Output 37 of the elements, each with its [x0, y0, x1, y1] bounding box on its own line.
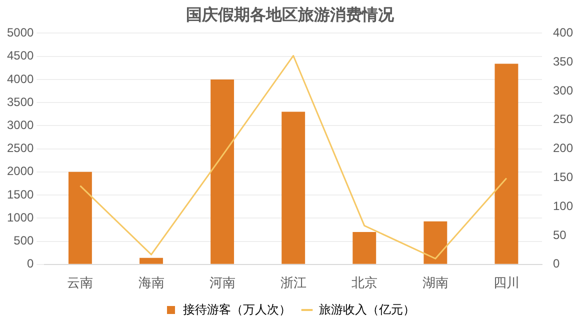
x-tick-label: 四川: [493, 274, 520, 290]
legend-label: 接待游客（万人次）: [183, 302, 291, 316]
y2-tick-label: 0: [552, 256, 560, 271]
y2-tick-label: 250: [552, 112, 574, 126]
bar: [282, 112, 306, 264]
y2-tick-label: 150: [552, 170, 574, 184]
y2-tick-label: 100: [552, 198, 574, 213]
y-tick-label: 4500: [6, 48, 34, 63]
bar: [140, 258, 163, 264]
x-tick-label: 北京: [351, 274, 378, 290]
x-tick-label: 浙江: [280, 274, 306, 290]
y-tick-label: 4000: [6, 72, 34, 86]
bar: [494, 64, 518, 264]
x-tick-label: 海南: [138, 274, 164, 290]
y-tick-label: 3000: [6, 118, 34, 132]
y-tick-label: 3500: [6, 94, 34, 109]
bar: [68, 172, 92, 264]
y2-tick-label: 350: [552, 54, 574, 68]
x-tick-label: 河南: [209, 274, 236, 290]
legend-label: 旅游收入（亿元）: [319, 302, 415, 316]
y-tick-label: 1000: [6, 210, 34, 224]
x-tick-label: 湖南: [422, 274, 448, 290]
bar: [210, 79, 234, 264]
y2-tick-label: 300: [552, 83, 574, 98]
y2-tick-label: 200: [552, 141, 574, 156]
y-tick-label: 1500: [6, 187, 34, 202]
y2-tick-label: 400: [552, 26, 574, 40]
y-tick-label: 5000: [6, 26, 34, 40]
y2-tick-label: 50: [552, 228, 567, 242]
chart-title: 国庆假期各地区旅游消费情况: [186, 6, 395, 24]
bar: [424, 221, 448, 264]
bar: [352, 232, 376, 264]
y-tick-label: 500: [14, 234, 34, 248]
y-tick-label: 2000: [6, 164, 34, 178]
x-tick-label: 云南: [67, 274, 94, 290]
y-tick-label: 2500: [6, 141, 34, 156]
y-tick-label: 0: [27, 256, 34, 271]
